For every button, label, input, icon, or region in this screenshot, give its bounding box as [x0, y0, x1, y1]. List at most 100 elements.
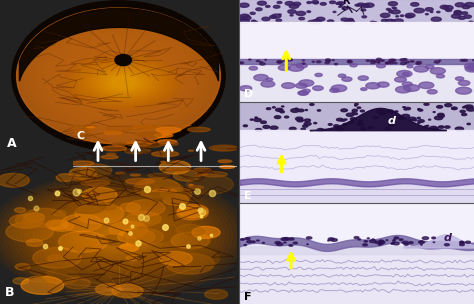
Circle shape: [460, 241, 463, 243]
Ellipse shape: [101, 235, 125, 245]
Circle shape: [377, 64, 385, 68]
Ellipse shape: [28, 263, 57, 275]
Circle shape: [460, 242, 465, 244]
Ellipse shape: [166, 254, 214, 274]
Ellipse shape: [75, 175, 81, 176]
Ellipse shape: [13, 278, 28, 284]
Circle shape: [394, 237, 399, 239]
Ellipse shape: [49, 202, 188, 269]
Ellipse shape: [0, 179, 237, 292]
Ellipse shape: [37, 196, 200, 275]
Ellipse shape: [48, 29, 189, 123]
Ellipse shape: [91, 57, 146, 95]
Circle shape: [302, 60, 304, 61]
Circle shape: [302, 125, 308, 127]
Ellipse shape: [46, 200, 191, 271]
Circle shape: [270, 126, 278, 130]
Ellipse shape: [212, 146, 235, 151]
Circle shape: [381, 60, 384, 61]
Circle shape: [240, 62, 244, 64]
Circle shape: [382, 19, 388, 22]
Circle shape: [379, 240, 383, 242]
Circle shape: [454, 10, 461, 13]
Circle shape: [262, 242, 264, 243]
Circle shape: [465, 241, 471, 243]
Ellipse shape: [33, 247, 81, 268]
Ellipse shape: [124, 148, 151, 154]
Circle shape: [317, 61, 321, 63]
Circle shape: [338, 74, 346, 78]
Circle shape: [252, 20, 255, 22]
Circle shape: [406, 61, 410, 63]
Ellipse shape: [176, 224, 205, 237]
Ellipse shape: [56, 174, 74, 181]
Circle shape: [341, 109, 347, 112]
Circle shape: [371, 60, 374, 61]
Circle shape: [328, 238, 334, 240]
Ellipse shape: [104, 131, 122, 135]
Circle shape: [455, 127, 464, 131]
Ellipse shape: [80, 50, 157, 102]
Circle shape: [370, 240, 376, 243]
Circle shape: [462, 12, 468, 14]
Circle shape: [445, 126, 450, 128]
Circle shape: [409, 242, 413, 244]
Circle shape: [277, 61, 281, 63]
Circle shape: [249, 67, 257, 70]
Ellipse shape: [137, 180, 183, 199]
Circle shape: [283, 237, 289, 240]
Circle shape: [401, 62, 406, 65]
Ellipse shape: [146, 142, 155, 143]
Circle shape: [367, 238, 369, 239]
Ellipse shape: [22, 209, 66, 227]
Circle shape: [404, 244, 409, 245]
Ellipse shape: [73, 46, 164, 106]
Circle shape: [374, 22, 376, 23]
Ellipse shape: [15, 264, 30, 270]
Circle shape: [287, 59, 292, 61]
Circle shape: [388, 2, 397, 6]
Text: d: d: [387, 116, 395, 126]
Ellipse shape: [137, 132, 161, 137]
Text: F: F: [244, 292, 252, 302]
Ellipse shape: [98, 148, 104, 149]
Circle shape: [291, 109, 299, 112]
Circle shape: [464, 106, 468, 108]
Ellipse shape: [94, 224, 143, 247]
Ellipse shape: [103, 66, 134, 86]
Ellipse shape: [49, 221, 74, 231]
Circle shape: [402, 73, 410, 76]
Ellipse shape: [160, 131, 171, 133]
Ellipse shape: [145, 179, 150, 180]
Circle shape: [304, 119, 310, 122]
Text: D: D: [244, 89, 253, 99]
Circle shape: [339, 6, 341, 7]
Circle shape: [247, 241, 252, 243]
Ellipse shape: [120, 244, 138, 252]
Circle shape: [295, 117, 303, 120]
Circle shape: [274, 116, 281, 119]
Circle shape: [402, 82, 412, 86]
Circle shape: [388, 9, 391, 11]
Ellipse shape: [89, 66, 157, 98]
Circle shape: [301, 128, 305, 130]
Circle shape: [403, 59, 407, 60]
Circle shape: [299, 80, 314, 86]
Ellipse shape: [52, 32, 185, 120]
Circle shape: [289, 245, 293, 246]
Circle shape: [240, 62, 242, 63]
Circle shape: [465, 66, 474, 72]
Ellipse shape: [9, 214, 43, 228]
Circle shape: [366, 60, 370, 61]
Circle shape: [337, 2, 342, 5]
Circle shape: [464, 15, 471, 18]
Ellipse shape: [112, 143, 127, 146]
Circle shape: [336, 3, 339, 4]
Circle shape: [240, 86, 252, 91]
Circle shape: [416, 61, 421, 64]
Ellipse shape: [173, 170, 200, 181]
Circle shape: [293, 242, 297, 244]
Ellipse shape: [73, 178, 85, 181]
Ellipse shape: [156, 127, 181, 132]
Text: R: R: [343, 0, 350, 6]
